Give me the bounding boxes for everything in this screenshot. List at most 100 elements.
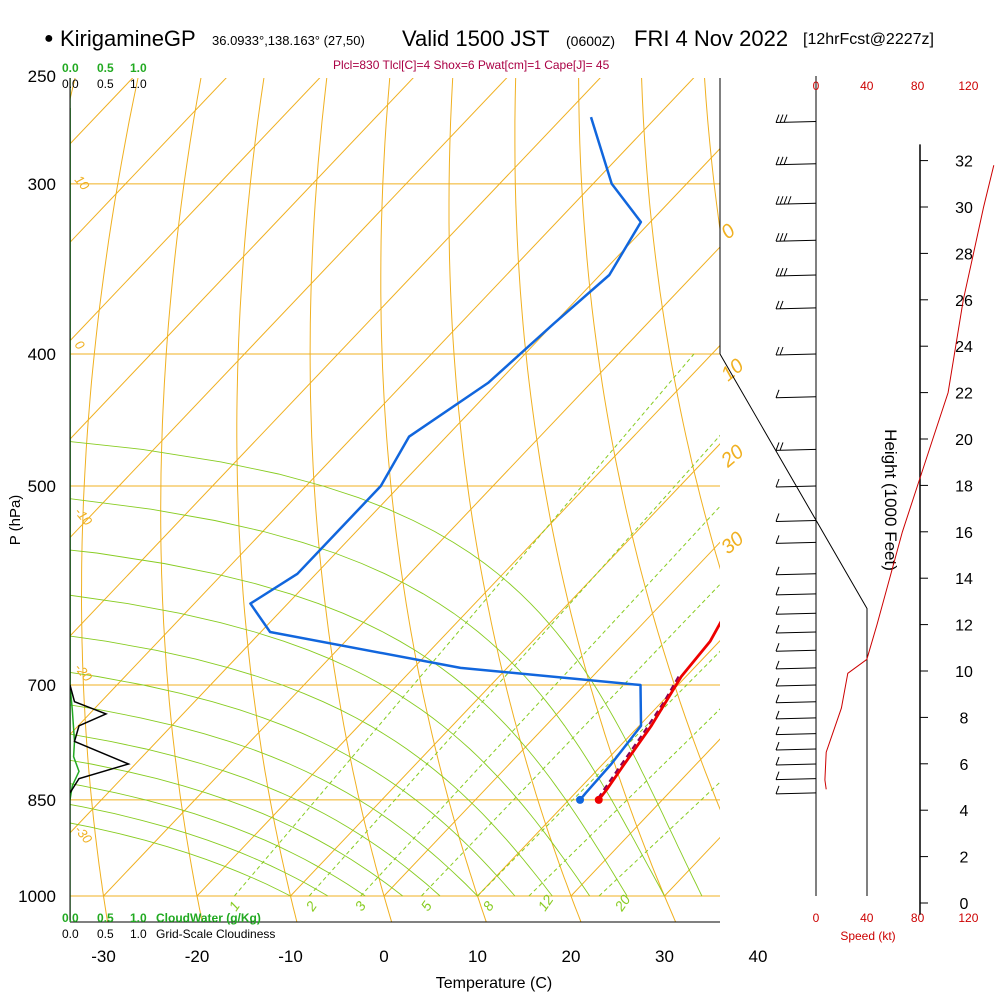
moist-adiabat [70,733,441,897]
wind-barb-flag [775,156,780,165]
wind-barb-flag [775,785,780,795]
dry-adiabat-label: -10 [72,504,96,529]
moist-adiabat [70,594,591,897]
moist-adiabat [0,613,576,896]
wind-barb-staff [775,748,817,751]
wind-barb-staff [775,121,817,124]
wind-barb-flag [775,710,780,720]
pressure-tick-label: 300 [28,175,56,194]
temperature-tick-label: 20 [562,947,581,966]
wind-barb-flag [775,677,780,687]
cloud-water-tick-bottom: 0.5 [97,911,114,925]
wind-barb-flag [775,694,780,703]
temperature-tick-label: -10 [278,947,303,966]
cloudiness-tick-bottom: 0.5 [97,927,114,941]
mixing-ratio-label: 12 [534,892,556,914]
parcel-line [596,676,680,801]
wind-barb-flag [775,513,780,522]
wind-barb-flag [775,624,780,634]
pressure-tick-label: 400 [28,345,56,364]
cloud-water-tick-top: 0.5 [97,61,114,75]
height-tick-label: 20 [955,432,973,449]
wind-barb [775,114,817,124]
dry-adiabat-label: 10 [72,172,93,193]
mixing-ratio-label: 8 [479,898,497,914]
moist-adiabat [0,383,1000,896]
wind-barb [775,442,817,451]
isotherm-line [70,78,414,440]
valid-date: FRI 4 Nov 2022 [634,26,789,51]
height-tick-label: 18 [955,478,973,495]
isotherm-line [196,344,720,897]
wind-barb [775,660,817,670]
cloudiness-tick-bottom: 1.0 [130,927,147,941]
pressure-tick-label: 250 [28,67,56,86]
wind-barb [775,267,817,277]
height-tick-label: 14 [955,571,973,588]
wind-barb-flag [775,442,780,451]
wind-barb-flag [783,267,788,277]
wind-barb-staff [775,202,817,205]
height-tick-label: 6 [960,757,969,774]
moist-adiabat [70,635,553,897]
wind-barb-flag [775,566,780,575]
dry-adiabat-label: -20 [72,660,96,685]
wind-barb [775,535,817,544]
speed-tick-top: 80 [911,79,925,93]
isotherm-line [70,78,508,539]
isotherm-value-label: 20 [716,441,748,473]
wind-barb-staff [775,307,817,310]
wind-barb-flag [779,300,784,310]
height-tick-label: 2 [960,850,969,867]
height-tick-label: 32 [955,154,973,171]
wind-barb-flag [783,233,788,242]
wind-barb-flag [779,114,784,123]
isotherm-line [852,76,1000,896]
wind-barb-flag [775,771,780,780]
dry-adiabat [578,78,720,811]
dry-adiabat-label: 0 [72,337,89,353]
dry-adiabat [514,78,677,922]
dry-adiabat [704,78,720,233]
wind-barb-staff [775,573,817,576]
wind-barb-staff [775,667,817,670]
wind-barb-flag [775,267,780,277]
wind-barb-flag [779,346,784,356]
speed-tick-bottom: 0 [813,911,820,925]
wind-barb-staff [775,763,817,766]
wind-barb [775,771,817,781]
cloudiness-tick-bottom: 0.0 [62,927,79,941]
temperature-tick-label: -20 [185,947,210,966]
isotherm-line [70,147,720,834]
wind-barb-flag [775,389,780,398]
dry-adiabat [641,78,720,570]
wind-barb-flag [787,196,792,205]
isotherm-line [70,78,695,736]
wind-barb-staff [775,239,817,242]
mixing-ratio-line [308,434,720,897]
speed-tick-bottom: 80 [911,911,925,925]
wind-barb-staff [775,717,817,720]
dry-adiabat [827,52,1000,925]
wind-barb-flag [775,535,780,544]
surface-dewpoint-point [576,795,585,804]
cloud-water-label: CloudWater (g/Kg) [156,911,261,925]
mixing-ratio-label: 2 [302,898,320,915]
cloud-water-tick-bottom: 1.0 [130,911,147,925]
wind-speed-line [824,165,995,790]
height-tick-label: 26 [955,293,973,310]
pressure-tick-label: 500 [28,477,56,496]
wind-barb-flag [775,741,780,751]
isotherm-line [70,78,601,637]
wind-barb-staff [775,396,817,399]
cloudiness-tick-top: 1.0 [130,77,147,91]
wind-barb-staff [775,778,817,781]
wind-barb-flag [779,196,784,205]
wind-barb-staff [775,519,817,522]
moist-adiabat [0,741,328,896]
isotherm-line [70,78,321,342]
station-name: KirigamineGP [60,26,196,51]
wind-barb-flag [775,756,780,766]
mixing-ratio-label: 20 [611,892,634,915]
